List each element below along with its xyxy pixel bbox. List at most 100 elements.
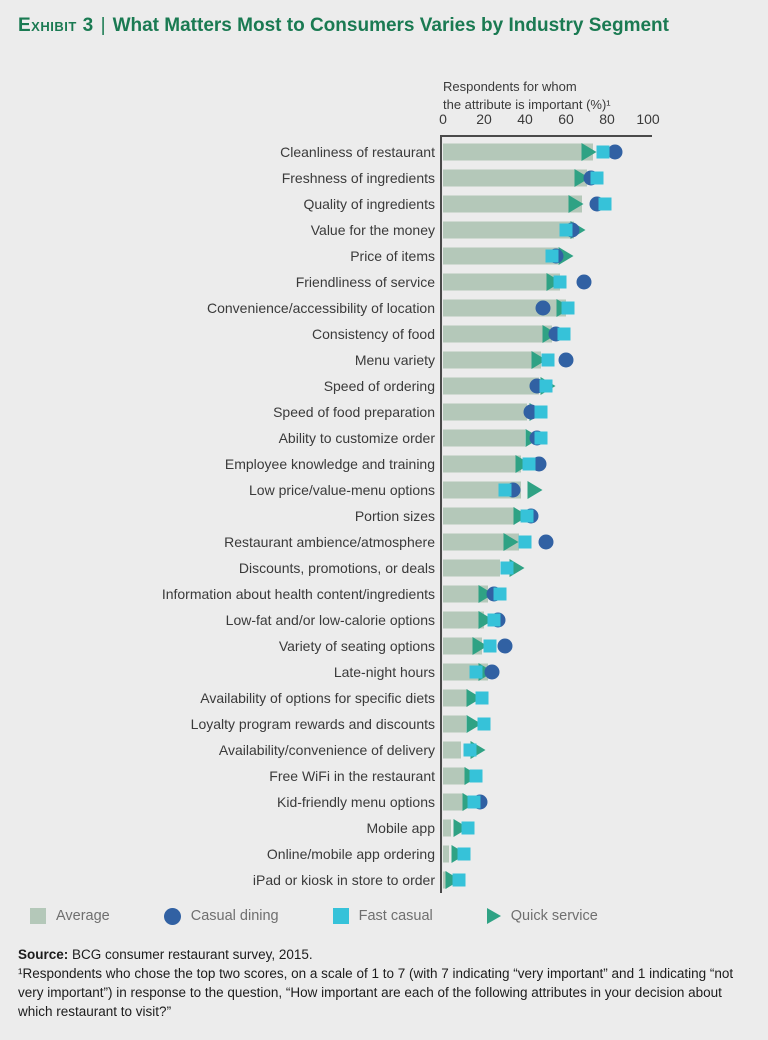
legend-item-casual-dining: Casual dining (163, 907, 279, 925)
row-label: Low-fat and/or low-calorie options (225, 612, 435, 628)
fast-casual-marker (463, 743, 477, 757)
quick-service-marker (509, 559, 525, 577)
average-bar (443, 585, 489, 603)
casual-dining-swatch-icon (163, 907, 181, 925)
row-label: Availability of options for specific die… (200, 690, 435, 706)
row-label: Restaurant ambience/atmosphere (224, 534, 435, 550)
source-line: Source: BCG consumer restaurant survey, … (18, 946, 756, 965)
chart-row: Menu variety (18, 347, 658, 373)
average-bar (443, 819, 452, 837)
fast-casual-marker (590, 171, 604, 185)
chart-row: Kid-friendly menu options (18, 789, 658, 815)
chart-row: iPad or kiosk in store to order (18, 867, 658, 893)
fast-casual-marker (534, 431, 548, 445)
casual-dining-marker (607, 144, 623, 160)
row-plot (443, 711, 648, 737)
fast-casual-marker (520, 509, 534, 523)
average-bar (443, 793, 464, 811)
average-bar (443, 273, 560, 291)
average-bar (443, 247, 558, 265)
row-label: Price of items (350, 248, 435, 264)
fast-casual-marker (522, 457, 536, 471)
x-axis-line (440, 135, 652, 137)
chart-row: Free WiFi in the restaurant (18, 763, 658, 789)
average-bar (443, 299, 566, 317)
chart-row: Mobile app (18, 815, 658, 841)
row-plot (443, 529, 648, 555)
x-axis-title-line1: Respondents for whom (443, 79, 577, 94)
fast-casual-marker (541, 353, 555, 367)
average-bar (443, 767, 466, 785)
chart-rows: Cleanliness of restaurant Freshness of i… (18, 139, 658, 893)
row-plot (443, 867, 648, 893)
quick-service-marker (503, 533, 519, 551)
fast-casual-marker (596, 145, 610, 159)
average-bar (443, 377, 540, 395)
x-axis-title-line2: the attribute is important (%)¹ (443, 96, 611, 112)
row-plot (443, 139, 648, 165)
axis-tick-label: 20 (476, 111, 492, 127)
row-plot (443, 295, 648, 321)
average-bar (443, 143, 593, 161)
legend-item-average: Average (30, 908, 110, 924)
row-plot (443, 737, 648, 763)
row-plot (443, 425, 648, 451)
average-bar (443, 403, 528, 421)
average-bar (443, 715, 466, 733)
chart-row: Friendliness of service (18, 269, 658, 295)
footnote: ¹Respondents who chose the top two score… (18, 965, 734, 1019)
chart-row: Portion sizes (18, 503, 658, 529)
legend-item-fast-casual: Fast casual (332, 908, 433, 924)
row-label: Loyalty program rewards and discounts (190, 716, 435, 732)
average-bar (443, 689, 468, 707)
fast-casual-marker (539, 379, 552, 393)
row-label: Discounts, promotions, or deals (238, 560, 435, 576)
row-plot (443, 633, 648, 659)
fast-casual-marker (469, 769, 483, 783)
row-label: Speed of food preparation (273, 404, 435, 420)
row-label: Menu variety (354, 352, 435, 368)
exhibit-title: Exhibit 3 | What Matters Most to Consumers… (18, 12, 718, 41)
row-plot (443, 399, 648, 425)
chart-row: Cleanliness of restaurant (18, 139, 658, 165)
fast-casual-marker (500, 561, 514, 575)
quick-service-marker (527, 481, 543, 499)
average-bar (443, 195, 583, 213)
quick-service-swatch-icon (486, 908, 501, 924)
fast-casual-marker (545, 249, 559, 263)
fast-casual-marker (518, 535, 532, 549)
axis-tick-label: 60 (558, 111, 574, 127)
row-label: Kid-friendly menu options (277, 794, 435, 810)
axis-tick-label: 80 (599, 111, 615, 127)
x-axis-ticks: 0 20 40 60 80 100 (439, 111, 660, 128)
row-label: Speed of ordering (323, 378, 435, 394)
fast-casual-marker (598, 197, 612, 211)
exhibit-number: Exhibit 3 (18, 15, 94, 36)
average-bar (443, 741, 462, 759)
average-bar (443, 559, 501, 577)
row-label: Quality of ingredients (303, 196, 435, 212)
chart-row: Value for the money (18, 217, 658, 243)
row-plot (443, 191, 648, 217)
row-plot (443, 841, 648, 867)
average-bar (443, 637, 482, 655)
legend: Average Casual dining Fast casual Quick … (30, 906, 598, 926)
fast-casual-marker (498, 483, 511, 497)
legend-label: Casual dining (190, 908, 279, 924)
row-plot (443, 451, 648, 477)
chart-row: Availability/convenience of delivery (18, 737, 658, 763)
fast-casual-marker (557, 327, 571, 341)
chart-row: Discounts, promotions, or deals (18, 555, 658, 581)
row-label: Freshness of ingredients (281, 170, 435, 186)
row-label: iPad or kiosk in store to order (252, 872, 435, 888)
source-text: BCG consumer restaurant survey, 2015. (68, 947, 313, 962)
chart-row: Employee knowledge and training (18, 451, 658, 477)
fast-casual-marker (457, 847, 470, 861)
row-label: Convenience/accessibility of location (206, 300, 435, 316)
chart-row: Information about health content/ingredi… (18, 581, 658, 607)
fast-casual-marker (461, 821, 475, 835)
legend-label: Fast casual (358, 908, 433, 924)
average-bar (443, 871, 448, 889)
average-bar (443, 221, 575, 239)
row-plot (443, 503, 648, 529)
